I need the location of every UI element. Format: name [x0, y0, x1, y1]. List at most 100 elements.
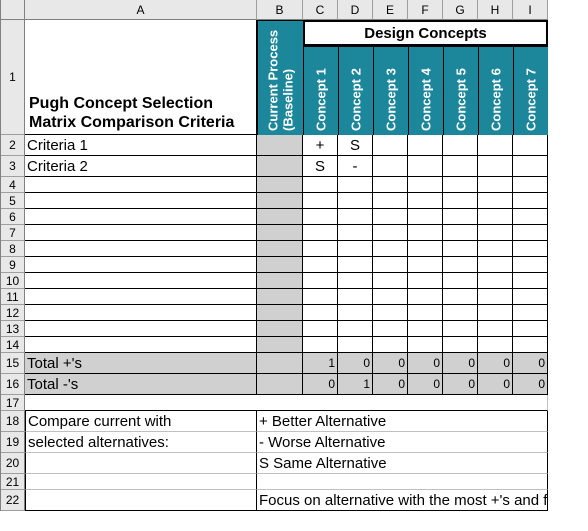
- concept-2-header[interactable]: Concept 2: [338, 46, 373, 135]
- cell-D6[interactable]: [338, 209, 373, 225]
- cell-A7[interactable]: [25, 225, 257, 241]
- total-minus-label[interactable]: Total -'s: [25, 374, 257, 395]
- row-header-11[interactable]: 11: [1, 289, 25, 305]
- cell-B15[interactable]: [257, 353, 303, 374]
- cell-D14[interactable]: [338, 337, 373, 353]
- cell-G16[interactable]: 0: [443, 374, 478, 395]
- cell-B7[interactable]: [257, 225, 303, 241]
- cell-H10[interactable]: [478, 273, 513, 289]
- cell-G12[interactable]: [443, 305, 478, 321]
- cell-D11[interactable]: [338, 289, 373, 305]
- cell-I11[interactable]: [513, 289, 548, 305]
- cell-A21[interactable]: [25, 474, 257, 490]
- cell-E11[interactable]: [373, 289, 408, 305]
- cell-C5[interactable]: [303, 193, 338, 209]
- cell-B2[interactable]: [257, 135, 303, 156]
- cell-A12[interactable]: [25, 305, 257, 321]
- cell-C15[interactable]: 1: [303, 353, 338, 374]
- cell-H9[interactable]: [478, 257, 513, 273]
- row-header-2[interactable]: 2: [1, 135, 25, 156]
- total-plus-label[interactable]: Total +'s: [25, 353, 257, 374]
- cell-D15[interactable]: 0: [338, 353, 373, 374]
- cell-G4[interactable]: [443, 177, 478, 193]
- cell-G5[interactable]: [443, 193, 478, 209]
- cell-A22[interactable]: [25, 490, 257, 511]
- cell-C8[interactable]: [303, 241, 338, 257]
- cell-C2[interactable]: +: [303, 135, 338, 156]
- cell-E12[interactable]: [373, 305, 408, 321]
- cell-H4[interactable]: [478, 177, 513, 193]
- col-header-F[interactable]: F: [408, 0, 443, 20]
- cell-D8[interactable]: [338, 241, 373, 257]
- col-header-G[interactable]: G: [443, 0, 478, 20]
- cell-I13[interactable]: [513, 321, 548, 337]
- row-header-1[interactable]: 1: [1, 20, 25, 135]
- cell-B8[interactable]: [257, 241, 303, 257]
- cell-H11[interactable]: [478, 289, 513, 305]
- cell-G15[interactable]: 0: [443, 353, 478, 374]
- row-header-12[interactable]: 12: [1, 305, 25, 321]
- cell-H2[interactable]: [478, 135, 513, 156]
- cell-I2[interactable]: [513, 135, 548, 156]
- baseline-header[interactable]: Current Process (Baseline): [257, 20, 303, 135]
- row-header-4[interactable]: 4: [1, 177, 25, 193]
- row-header-18[interactable]: 18: [1, 411, 25, 432]
- cell-A20[interactable]: [25, 453, 257, 474]
- cell-E8[interactable]: [373, 241, 408, 257]
- concept-5-header[interactable]: Concept 5: [443, 46, 478, 135]
- row-header-6[interactable]: 6: [1, 209, 25, 225]
- cell-D2[interactable]: S: [338, 135, 373, 156]
- col-header-D[interactable]: D: [338, 0, 373, 20]
- cell-A6[interactable]: [25, 209, 257, 225]
- row-header-22[interactable]: 22: [1, 490, 25, 511]
- cell-G14[interactable]: [443, 337, 478, 353]
- legend-intro1[interactable]: Compare current with: [25, 411, 257, 432]
- row-header-5[interactable]: 5: [1, 193, 25, 209]
- cell-D12[interactable]: [338, 305, 373, 321]
- cell-F12[interactable]: [408, 305, 443, 321]
- cell-C7[interactable]: [303, 225, 338, 241]
- cell-D3[interactable]: -: [338, 156, 373, 177]
- cell-B10[interactable]: [257, 273, 303, 289]
- cell-C11[interactable]: [303, 289, 338, 305]
- cell-E4[interactable]: [373, 177, 408, 193]
- cell-D9[interactable]: [338, 257, 373, 273]
- row-header-14[interactable]: 14: [1, 337, 25, 353]
- cell-H14[interactable]: [478, 337, 513, 353]
- cell-E6[interactable]: [373, 209, 408, 225]
- col-header-H[interactable]: H: [478, 0, 513, 20]
- legend-line1[interactable]: + Better Alternative: [257, 411, 548, 432]
- cell-B4[interactable]: [257, 177, 303, 193]
- cell-A9[interactable]: [25, 257, 257, 273]
- row-header-10[interactable]: 10: [1, 273, 25, 289]
- cell-C9[interactable]: [303, 257, 338, 273]
- cell-G10[interactable]: [443, 273, 478, 289]
- cell-I15[interactable]: 0: [513, 353, 548, 374]
- cell-I8[interactable]: [513, 241, 548, 257]
- concept-6-header[interactable]: Concept 6: [478, 46, 513, 135]
- row-header-20[interactable]: 20: [1, 453, 25, 474]
- cell-E14[interactable]: [373, 337, 408, 353]
- legend-line3[interactable]: S Same Alternative: [257, 453, 548, 474]
- cell-B13[interactable]: [257, 321, 303, 337]
- cell-F11[interactable]: [408, 289, 443, 305]
- cell-G7[interactable]: [443, 225, 478, 241]
- row-header-7[interactable]: 7: [1, 225, 25, 241]
- cell-H13[interactable]: [478, 321, 513, 337]
- cell-B16[interactable]: [257, 374, 303, 395]
- cell-B5[interactable]: [257, 193, 303, 209]
- row-header-15[interactable]: 15: [1, 353, 25, 374]
- cell-F4[interactable]: [408, 177, 443, 193]
- criteria-1-label[interactable]: Criteria 1: [25, 135, 257, 156]
- cell-I14[interactable]: [513, 337, 548, 353]
- cell-E16[interactable]: 0: [373, 374, 408, 395]
- cell-G3[interactable]: [443, 156, 478, 177]
- cell-G13[interactable]: [443, 321, 478, 337]
- cell-B9[interactable]: [257, 257, 303, 273]
- cell-I6[interactable]: [513, 209, 548, 225]
- cell-F10[interactable]: [408, 273, 443, 289]
- design-concepts-title[interactable]: Design Concepts: [303, 20, 548, 46]
- col-header-I[interactable]: I: [513, 0, 548, 20]
- cell-C16[interactable]: 0: [303, 374, 338, 395]
- cell-B6[interactable]: [257, 209, 303, 225]
